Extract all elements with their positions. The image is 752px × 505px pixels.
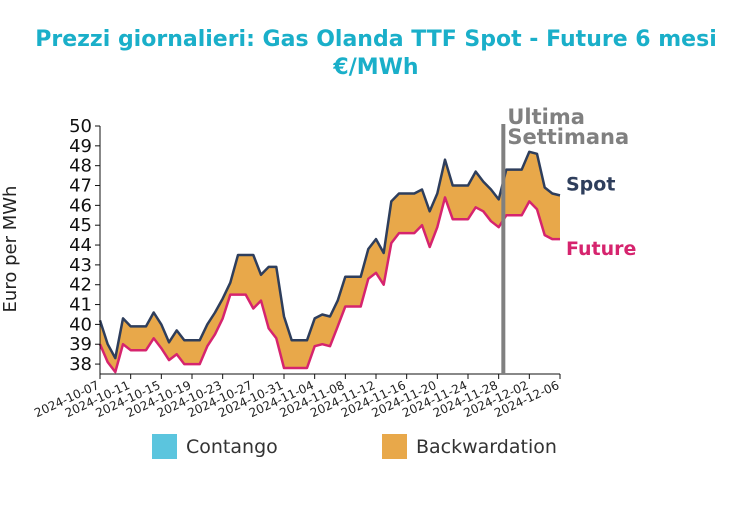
legend-label: Contango xyxy=(186,436,278,458)
series-labels: Spot Future xyxy=(566,173,636,260)
last-week-label: Settimana xyxy=(507,125,629,149)
last-week-label: Ultima xyxy=(507,105,585,129)
y-tick-label: 44 xyxy=(69,235,92,256)
spread-area-layer xyxy=(100,151,560,372)
y-tick-label: 42 xyxy=(69,275,92,296)
backwardation-area xyxy=(100,151,560,372)
legend-swatch xyxy=(152,434,177,459)
spot-line xyxy=(98,150,561,360)
y-tick-label: 38 xyxy=(69,354,92,375)
y-tick-label: 45 xyxy=(69,215,92,236)
legend-label: Backwardation xyxy=(416,436,557,458)
y-tick-label: 40 xyxy=(69,314,92,335)
legend-swatch xyxy=(382,434,407,459)
y-tick-label: 39 xyxy=(69,334,92,355)
y-tick-label: 48 xyxy=(69,156,92,177)
legend-item: Backwardation xyxy=(382,434,557,459)
axes: 383940414243444546474849502024-10-072024… xyxy=(32,116,561,420)
future-line xyxy=(98,196,560,374)
chart-subtitle: €/MWh xyxy=(332,55,418,80)
series-lines xyxy=(98,150,561,374)
y-tick-label: 50 xyxy=(69,116,92,137)
y-tick-label: 47 xyxy=(69,176,92,197)
y-tick-label: 46 xyxy=(69,195,92,216)
legend: Contango Backwardation xyxy=(152,434,557,459)
chart-title: Prezzi giornalieri: Gas Olanda TTF Spot … xyxy=(35,27,717,52)
future-series-label: Future xyxy=(566,238,636,260)
y-axis-label: Euro per MWh xyxy=(0,186,21,313)
spot-series-label: Spot xyxy=(566,173,615,195)
y-tick-label: 43 xyxy=(69,255,92,276)
y-tick-label: 49 xyxy=(69,136,92,157)
y-tick-label: 41 xyxy=(69,295,92,316)
legend-item: Contango xyxy=(152,434,278,459)
